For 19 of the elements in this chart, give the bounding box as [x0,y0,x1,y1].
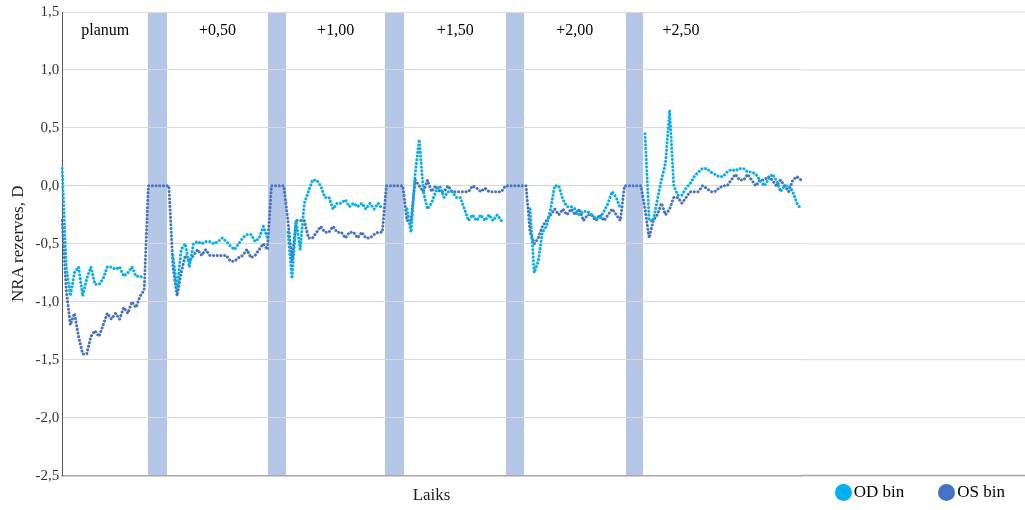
y-tick-label: -1,5 [35,350,60,367]
y-tick-label: -2,5 [35,466,60,483]
y-tick-label: 0,5 [40,118,60,135]
y-tick-label: 1,0 [40,60,60,77]
y-axis-title: NRA rezerves, D [7,185,27,303]
y-tick-label: 0,0 [40,176,60,193]
annotation: +0,50 [199,21,237,39]
y-tick-label: 1,5 [40,2,60,19]
legend-label: OS bin [957,482,1005,502]
legend-label: OD bin [853,482,905,502]
y-tick-label: -2,0 [35,408,60,425]
annotation: +2,50 [662,21,700,39]
y-tick-label: -0,5 [35,234,60,251]
annotation: +1,00 [317,21,355,39]
y-tick-label: -1,0 [35,292,60,309]
annotation: +2,00 [556,21,594,39]
annotation: planum [81,21,130,40]
annotation: +1,50 [436,21,474,39]
x-axis-title: Laiks [412,485,451,505]
